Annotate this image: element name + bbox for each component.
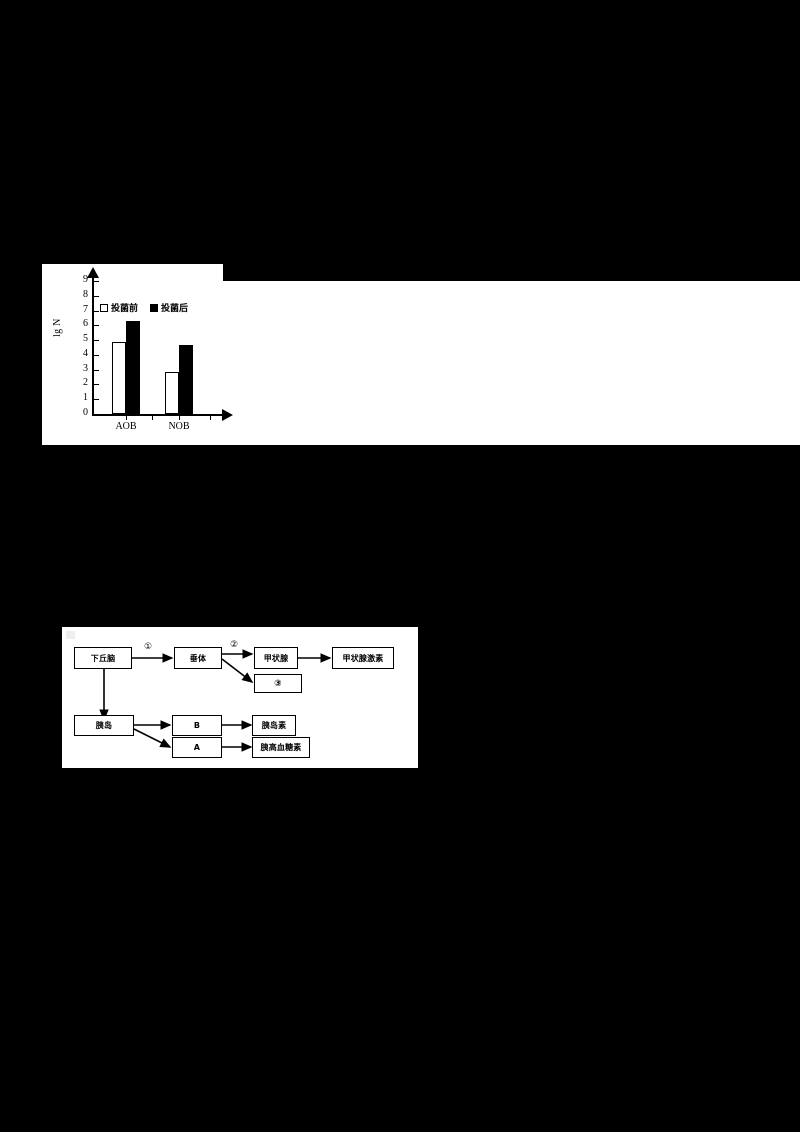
y-axis-tick-label: 2 — [83, 377, 88, 389]
y-axis-arrow-icon — [87, 267, 99, 278]
y-axis-tick-mark — [94, 325, 99, 327]
bar-chart-plot-area: lg N 0 1 2 3 4 5 6 7 8 9 投菌前 投菌后 AOB NOB — [42, 267, 242, 445]
chart-panel-top-strip — [42, 264, 223, 282]
diagram-node-insulin[interactable]: 胰岛素 — [252, 715, 296, 736]
y-axis-line — [92, 275, 94, 415]
y-axis-tick-label: 5 — [83, 333, 88, 345]
y-axis-tick-mark — [94, 399, 99, 401]
y-axis-tick-mark — [94, 369, 99, 371]
panel-corner-smudge — [66, 631, 75, 639]
y-axis-tick-mark — [94, 295, 99, 297]
legend-swatch-filled-icon — [150, 303, 159, 312]
y-axis-tick-mark — [94, 310, 99, 312]
y-axis-tick-label: 4 — [83, 347, 88, 359]
x-axis-category-label-aob: AOB — [115, 421, 137, 432]
legend-item-after: 投菌后 — [150, 301, 188, 314]
diagram-node-islet[interactable]: 胰岛 — [74, 715, 134, 736]
y-axis-tick-mark — [94, 384, 99, 386]
diagram-node-three[interactable]: ③ — [254, 674, 302, 693]
hormone-regulation-diagram-panel: 下丘脑 垂体 甲状腺 甲状腺激素 ③ 胰岛 B 胰岛素 A 胰高血糖素 ① ② — [62, 627, 418, 768]
y-axis-title: lg N — [52, 318, 63, 337]
y-axis-tick-label: 9 — [83, 274, 88, 285]
diagram-edge-label-one: ① — [144, 642, 153, 652]
y-axis-tick-mark — [94, 281, 99, 282]
bar-aob-before — [112, 341, 126, 414]
bar-chart-panel: lg N 0 1 2 3 4 5 6 7 8 9 投菌前 投菌后 AOB NOB — [42, 267, 800, 445]
bar-aob-after — [126, 320, 140, 414]
bar-nob-before — [165, 371, 179, 414]
diagram-edge-label-two: ② — [230, 640, 239, 650]
x-axis-category-label-nob: NOB — [168, 421, 190, 432]
y-axis-tick-mark — [94, 414, 99, 415]
chart-legend: 投菌前 投菌后 — [100, 301, 188, 314]
bar-nob-after — [179, 345, 193, 414]
legend-item-before: 投菌前 — [100, 301, 138, 314]
legend-swatch-open-icon — [100, 303, 108, 312]
diagram-node-thyroid-hormone[interactable]: 甲状腺激素 — [332, 647, 394, 669]
diagram-node-cell-b[interactable]: B — [172, 715, 222, 736]
y-axis-tick-label: 8 — [83, 288, 88, 300]
diagram-node-thyroid[interactable]: 甲状腺 — [254, 647, 298, 669]
y-axis-tick-label: 6 — [83, 318, 88, 330]
diagram-node-pituitary[interactable]: 垂体 — [174, 647, 222, 669]
x-axis-minor-tick — [152, 416, 153, 420]
diagram-connectors — [99, 649, 332, 752]
x-axis-tick — [179, 416, 180, 420]
x-axis-minor-tick — [210, 416, 211, 420]
y-axis-tick-label: 1 — [83, 392, 88, 404]
y-axis-tick-label: 3 — [83, 362, 88, 374]
x-axis-line — [92, 414, 223, 416]
x-axis-arrow-icon — [222, 409, 233, 421]
y-axis-tick-label: 0 — [83, 407, 88, 418]
y-axis-tick-label: 7 — [83, 303, 88, 315]
legend-label-before: 投菌前 — [111, 304, 139, 314]
y-axis-tick-mark — [94, 354, 99, 356]
diagram-node-cell-a[interactable]: A — [172, 737, 222, 758]
y-axis-tick-mark — [94, 340, 99, 342]
diagram-node-glucagon[interactable]: 胰高血糖素 — [252, 737, 310, 758]
x-axis-tick — [126, 416, 127, 420]
diagram-node-hypothalamus[interactable]: 下丘脑 — [74, 647, 132, 669]
legend-label-after: 投菌后 — [161, 304, 189, 314]
